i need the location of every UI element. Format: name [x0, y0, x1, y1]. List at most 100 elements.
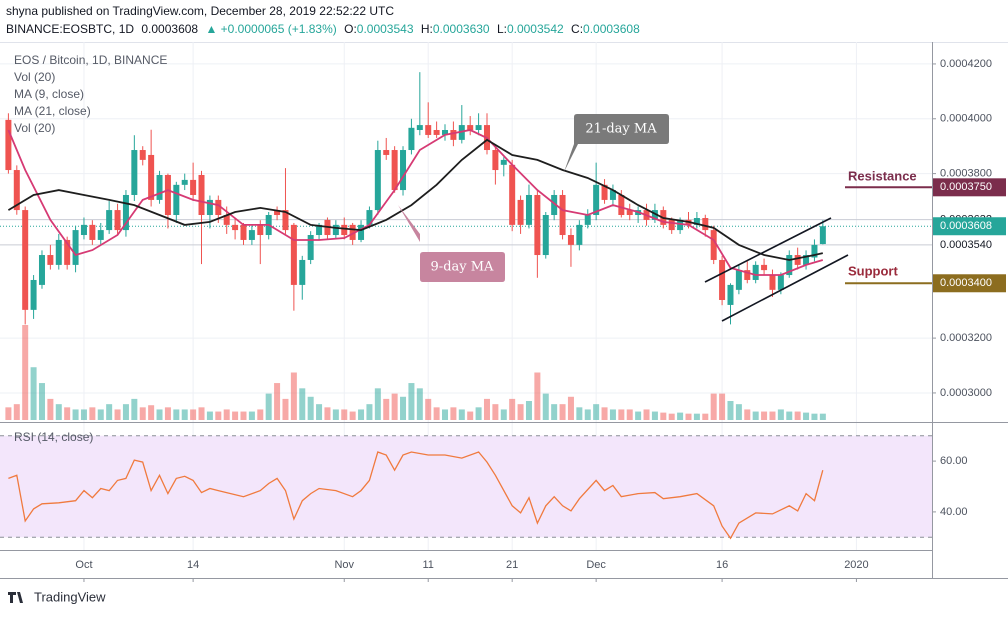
volume-bar	[106, 404, 113, 420]
quote-value: 0.0003630	[433, 22, 490, 36]
candle-body	[206, 199, 213, 216]
volume-bar	[761, 411, 768, 420]
volume-bar	[232, 411, 239, 420]
indicator-label: MA (9, close)	[14, 87, 84, 101]
price-label-box	[933, 178, 1006, 197]
rsi-band	[0, 435, 932, 538]
quote-label: O:	[344, 22, 357, 36]
candle-body	[274, 210, 281, 216]
volume-bar	[719, 393, 726, 420]
quote-value: 0.0003543	[357, 22, 414, 36]
volume-bar	[38, 383, 45, 420]
x-tick-label: 11	[423, 559, 434, 571]
candle-body	[47, 255, 54, 265]
volume-bar	[316, 404, 323, 420]
volume-bar	[517, 404, 524, 420]
quote-label: C:	[571, 22, 583, 36]
candle-body	[122, 194, 129, 231]
candle-body	[5, 119, 12, 171]
volume-bar	[324, 407, 331, 420]
candle-body	[425, 125, 432, 135]
volume-bar	[551, 404, 558, 420]
quote-line: BINANCE:EOSBTC, 1D 0.0003608 ▲ +0.000006…	[6, 22, 640, 36]
quote-label: H:	[421, 22, 433, 36]
x-tick-label: 21	[506, 559, 518, 571]
volume-bar	[635, 411, 642, 420]
volume-bar	[307, 396, 314, 420]
volume-bar	[786, 411, 793, 420]
volume-bar	[206, 411, 213, 420]
candle-body	[307, 235, 314, 260]
candle-body	[13, 170, 20, 211]
volume-bar	[433, 407, 440, 420]
candle-body	[89, 224, 96, 240]
volume-bar	[534, 372, 541, 420]
indicator-label: Vol (20)	[14, 70, 55, 84]
price-label: 0.0003540	[940, 239, 992, 251]
candle-body	[316, 224, 323, 236]
quote-value: 0.0003542	[507, 22, 564, 36]
last-price: 0.0003608	[141, 22, 198, 36]
moving-average-line	[7, 129, 824, 276]
candle-body	[97, 230, 104, 240]
candle-body	[198, 174, 205, 216]
candle-body	[391, 150, 398, 191]
volume-bar	[131, 398, 138, 420]
candle-body	[735, 270, 742, 290]
volume-bar	[173, 409, 180, 420]
candle-body	[492, 150, 499, 171]
price-label-box	[933, 274, 1006, 293]
callout-21-day	[564, 114, 669, 172]
candle-body	[156, 174, 163, 200]
channel-line	[721, 254, 849, 322]
candle-body	[442, 130, 449, 135]
candle-body	[240, 224, 247, 240]
volume-bar	[274, 383, 281, 420]
volume-bar	[366, 404, 373, 420]
volume-bar	[660, 412, 667, 420]
volume-bar	[341, 409, 348, 420]
footer-logo: TradingView	[8, 589, 106, 604]
volume-bar	[584, 409, 591, 420]
candle-body	[794, 255, 801, 265]
volume-bar	[769, 411, 776, 420]
candle-body	[593, 184, 600, 216]
candle-body	[786, 255, 793, 276]
candle-body	[148, 154, 155, 200]
volume-bar	[483, 398, 490, 420]
volume-bar	[601, 407, 608, 420]
volume-bar	[819, 413, 826, 420]
callout-text: 21-day MA	[585, 122, 657, 137]
volume-bar	[643, 409, 650, 420]
volume-bar	[794, 411, 801, 420]
volume-bar	[290, 372, 297, 420]
volume-bar	[492, 404, 499, 420]
price-label: 0.0003608	[940, 220, 992, 232]
candle-body	[22, 210, 29, 310]
volume-bar	[55, 404, 62, 420]
candle-body	[777, 275, 784, 290]
candle-body	[551, 194, 558, 216]
candle-body	[30, 279, 37, 310]
candle-body	[677, 219, 684, 231]
volume-bar	[248, 411, 255, 420]
candle-body	[559, 194, 566, 236]
volume-bar	[391, 393, 398, 420]
candle-body	[358, 224, 365, 240]
volume-bar	[559, 404, 566, 420]
candle-body	[55, 239, 62, 265]
volume-bar	[265, 393, 272, 420]
volume-bar	[567, 396, 574, 420]
volume-bar	[257, 409, 264, 420]
candle-body	[626, 210, 633, 216]
volume-bar	[803, 412, 810, 420]
callout-text: 9-day MA	[431, 260, 495, 275]
volume-bar	[240, 411, 247, 420]
volume-bar	[383, 398, 390, 420]
volume-bar	[710, 393, 717, 420]
y-tick-label: 40.00	[940, 506, 968, 518]
candle-body	[618, 194, 625, 216]
candle-body	[139, 150, 146, 160]
price-label: 0.0003750	[940, 181, 992, 193]
labels-layer: 0.0003000 0.0003200 0.0003800 0.0004000 0.00…	[75, 58, 1006, 571]
